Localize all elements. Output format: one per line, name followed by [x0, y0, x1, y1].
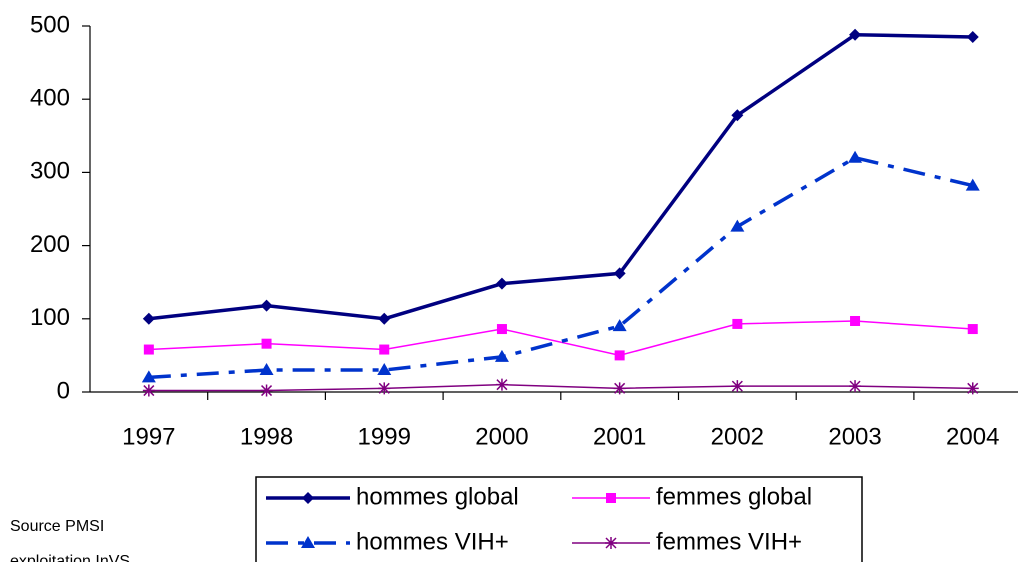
y-tick-label: 200 — [30, 231, 70, 258]
marker — [732, 318, 743, 329]
marker — [260, 384, 273, 397]
x-tick-label: 2003 — [828, 423, 881, 450]
source-line: Source PMSI — [10, 518, 104, 535]
y-tick-label: 0 — [57, 377, 70, 404]
marker — [261, 338, 272, 349]
marker — [143, 344, 154, 355]
marker — [496, 324, 507, 335]
legend-box — [255, 476, 863, 562]
marker — [849, 380, 862, 393]
marker — [377, 363, 392, 376]
marker — [613, 382, 626, 395]
marker — [259, 363, 274, 376]
marker — [302, 492, 314, 504]
y-tick-label: 500 — [30, 11, 70, 38]
marker — [495, 277, 508, 290]
marker — [731, 109, 744, 122]
legend-label: hommes global — [356, 483, 519, 510]
marker — [849, 28, 862, 41]
marker — [850, 315, 861, 326]
x-tick-label: 1998 — [240, 423, 293, 450]
marker — [379, 344, 390, 355]
marker — [142, 384, 155, 397]
marker — [378, 382, 391, 395]
marker — [260, 299, 273, 312]
marker — [605, 537, 617, 549]
marker — [731, 380, 744, 393]
marker — [378, 312, 391, 325]
y-tick-label: 100 — [30, 304, 70, 331]
marker — [730, 219, 745, 232]
marker — [494, 349, 509, 362]
legend-label: hommes VIH+ — [356, 528, 509, 555]
y-tick-label: 400 — [30, 85, 70, 112]
line — [148, 320, 973, 357]
x-tick-label: 2000 — [475, 423, 528, 450]
x-tick-label: 2002 — [711, 423, 764, 450]
x-tick-label: 1999 — [358, 423, 411, 450]
marker — [613, 267, 626, 280]
marker — [967, 324, 978, 335]
marker — [965, 178, 980, 191]
line — [148, 33, 973, 321]
marker — [495, 378, 508, 391]
y-tick-label: 300 — [30, 158, 70, 185]
marker — [614, 350, 625, 361]
marker — [848, 150, 863, 163]
marker — [612, 319, 627, 332]
source-line: exploitation InVS — [10, 553, 130, 562]
marker — [966, 30, 979, 43]
marker — [142, 312, 155, 325]
marker — [301, 536, 315, 548]
marker — [606, 493, 616, 503]
legend-label: femmes global — [656, 483, 812, 510]
x-tick-label: 1997 — [122, 423, 175, 450]
marker — [966, 382, 979, 395]
marker — [141, 370, 156, 383]
x-tick-label: 2001 — [593, 423, 646, 450]
legend-label: femmes VIH+ — [656, 528, 802, 555]
x-tick-label: 2004 — [946, 423, 999, 450]
line — [148, 383, 973, 392]
